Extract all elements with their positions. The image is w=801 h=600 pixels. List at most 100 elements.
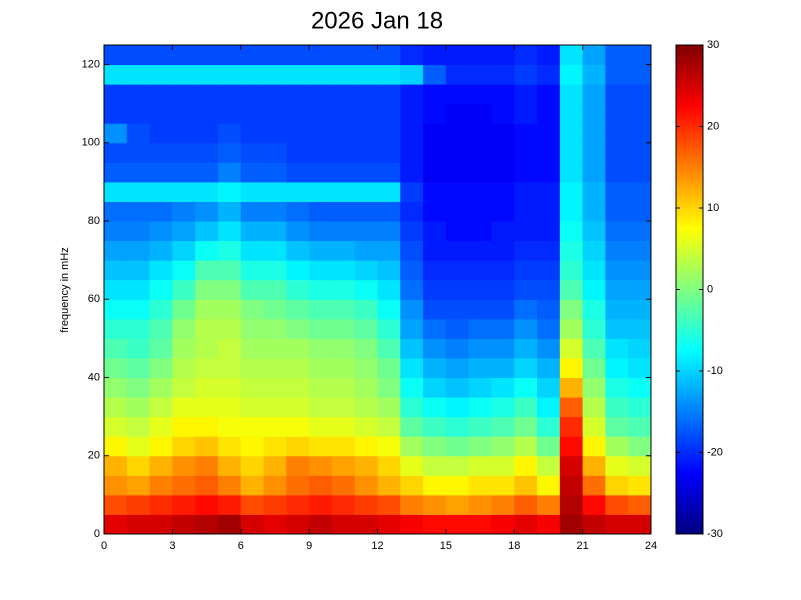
heat-cell: [400, 45, 424, 66]
heat-cell: [445, 240, 470, 261]
heat-cell: [582, 45, 606, 66]
y-tick-label: 20: [88, 450, 100, 462]
heat-cell: [559, 201, 584, 222]
heat-cell: [104, 45, 128, 66]
heat-cell: [537, 494, 561, 515]
heat-cell: [559, 181, 584, 202]
heat-cell: [628, 416, 652, 437]
heat-cell: [354, 181, 378, 202]
heat-cell: [331, 84, 356, 105]
heat-cell: [400, 123, 424, 144]
heat-cell: [172, 514, 196, 535]
heat-cell: [445, 455, 470, 476]
heat-cell: [400, 142, 424, 163]
heat-cell: [514, 397, 538, 418]
heat-cell: [331, 142, 356, 163]
heat-cell: [423, 84, 447, 105]
heat-cell: [468, 455, 492, 476]
heat-cell: [559, 103, 584, 124]
heat-cell: [491, 299, 515, 320]
heat-cell: [217, 475, 242, 496]
heat-cell: [309, 455, 333, 476]
heat-cell: [537, 416, 561, 437]
heat-cell: [514, 357, 538, 379]
heat-cell: [104, 221, 128, 242]
heat-cell: [423, 299, 447, 320]
heat-cell: [263, 279, 287, 300]
heat-cell: [263, 357, 287, 379]
heat-cell: [126, 299, 151, 320]
heat-cell: [559, 240, 584, 261]
heat-cell: [126, 162, 151, 183]
heat-cell: [195, 84, 219, 105]
heat-cell: [331, 64, 356, 85]
heat-cell: [423, 103, 447, 124]
heat-cell: [377, 84, 401, 105]
heat-cell: [172, 240, 196, 261]
heat-cell: [582, 142, 606, 163]
heat-cell: [605, 45, 629, 66]
heat-cell: [537, 103, 561, 124]
heat-cell: [377, 475, 401, 496]
heat-cell: [217, 45, 242, 66]
heat-cell: [240, 240, 265, 261]
heat-cell: [605, 240, 629, 261]
heat-cell: [423, 45, 447, 66]
heat-cell: [514, 103, 538, 124]
heat-cell: [309, 416, 333, 437]
heat-cell: [445, 142, 470, 163]
heat-cell: [468, 260, 492, 281]
heat-cell: [195, 45, 219, 66]
heat-cell: [195, 221, 219, 242]
heat-cell: [104, 299, 128, 320]
heat-cell: [582, 64, 606, 85]
heat-cell: [240, 436, 265, 457]
heat-cell: [423, 397, 447, 418]
heat-cell: [628, 240, 652, 261]
heat-cell: [582, 299, 606, 320]
heat-cell: [331, 377, 356, 398]
heat-cell: [514, 221, 538, 242]
heat-cell: [514, 279, 538, 300]
heat-cell: [195, 397, 219, 418]
heat-cell: [240, 455, 265, 476]
heat-cell: [217, 64, 242, 85]
heat-cell: [286, 221, 310, 242]
heat-cell: [263, 397, 287, 418]
heat-cell: [195, 201, 219, 222]
heat-cell: [149, 221, 173, 242]
heat-cell: [354, 162, 378, 183]
heat-cell: [400, 494, 424, 515]
heat-cell: [537, 357, 561, 379]
heat-cell: [354, 123, 378, 144]
heat-cell: [149, 201, 173, 222]
heat-cell: [286, 201, 310, 222]
heat-cell: [468, 494, 492, 515]
heat-cell: [126, 45, 151, 66]
heat-cell: [149, 299, 173, 320]
heat-cell: [628, 64, 652, 85]
heat-cell: [354, 84, 378, 105]
heat-cell: [377, 181, 401, 202]
heat-cell: [240, 279, 265, 300]
heat-cell: [263, 181, 287, 202]
heat-cell: [172, 201, 196, 222]
heat-cell: [126, 416, 151, 437]
heat-cell: [172, 416, 196, 437]
heat-cell: [217, 416, 242, 437]
heat-cell: [104, 103, 128, 124]
heat-cell: [172, 475, 196, 496]
heat-cell: [309, 338, 333, 359]
heat-cell: [217, 162, 242, 183]
heat-cell: [240, 377, 265, 398]
heat-cell: [582, 436, 606, 457]
heat-cell: [354, 416, 378, 437]
heat-cell: [605, 260, 629, 281]
heat-cell: [240, 260, 265, 281]
heat-cell: [445, 377, 470, 398]
heat-cell: [240, 338, 265, 359]
y-tick-label: 80: [88, 215, 100, 227]
heat-cell: [263, 221, 287, 242]
heat-cell: [286, 260, 310, 281]
